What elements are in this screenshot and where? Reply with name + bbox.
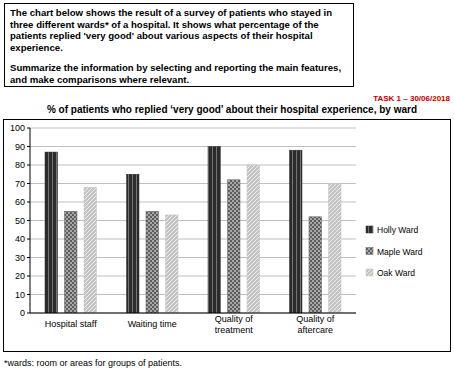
tick-label: 0 <box>20 308 25 318</box>
legend-swatch <box>366 226 373 233</box>
tick-label: 40 <box>15 234 25 244</box>
grid-line <box>30 202 356 203</box>
legend-label: Oak Ward <box>377 268 415 278</box>
bar <box>329 184 342 314</box>
bar <box>127 174 140 313</box>
footnote: *wards: room or areas for groups of pati… <box>4 358 182 368</box>
tick-label: 60 <box>15 197 25 207</box>
tick-label: 10 <box>15 290 25 300</box>
tick-label: 100 <box>10 123 25 133</box>
bar <box>146 211 159 313</box>
category-label: Hospital staff <box>45 319 97 329</box>
category-label: Waiting time <box>128 319 177 329</box>
task-label: TASK 1 – 30/06/2018 <box>373 94 450 103</box>
legend-swatch <box>366 248 373 255</box>
grid-line <box>30 220 356 221</box>
bars <box>45 147 341 314</box>
y-axis <box>30 128 31 313</box>
legend-label: Holly Ward <box>377 225 419 235</box>
legend: Holly Ward Maple Ward Oak Ward <box>366 225 423 278</box>
chart-frame <box>4 120 451 352</box>
grid-line <box>30 239 356 240</box>
bar <box>84 187 97 313</box>
prompt-text: Summarize the information by selecting a… <box>10 62 348 85</box>
prompt-text: The chart below shows the result of a su… <box>10 7 348 53</box>
grid-line <box>30 146 356 147</box>
chart: TASK 1 – 30/06/2018% of patients who rep… <box>0 0 454 375</box>
prompt-box: The chart below shows the result of a su… <box>4 3 354 87</box>
tick-label: 50 <box>15 216 25 226</box>
tick-label: 70 <box>15 179 25 189</box>
bar <box>228 180 241 313</box>
category-label: Quality ofaftercare <box>296 314 335 335</box>
category-label: Quality oftreatment <box>215 314 254 335</box>
grid-line <box>30 183 356 184</box>
bar <box>208 147 221 314</box>
legend-label: Maple Ward <box>377 247 423 257</box>
bar <box>247 165 260 313</box>
tick-label: 80 <box>15 160 25 170</box>
chart-title: % of patients who replied ‘very good’ ab… <box>47 104 417 115</box>
bar <box>45 152 58 313</box>
grid-line <box>30 257 356 258</box>
bar <box>309 217 322 313</box>
legend-swatch <box>366 269 373 276</box>
grid-line <box>30 165 356 166</box>
tick-label: 90 <box>15 142 25 152</box>
grid-line <box>30 276 356 277</box>
grid-line <box>30 294 356 295</box>
tick-label: 30 <box>15 253 25 263</box>
grid-line <box>30 128 356 129</box>
bar <box>166 215 179 313</box>
bar <box>65 211 78 313</box>
tick-label: 20 <box>15 271 25 281</box>
bar <box>290 150 303 313</box>
